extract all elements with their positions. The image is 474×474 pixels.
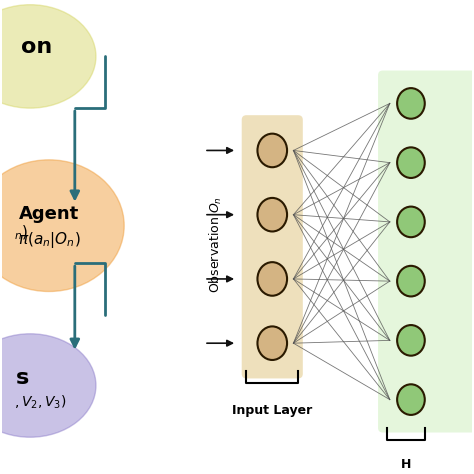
Text: H: H (401, 458, 411, 471)
Ellipse shape (0, 5, 96, 108)
Text: Observation $O_n$: Observation $O_n$ (208, 196, 224, 293)
Text: on: on (21, 37, 52, 57)
Text: s: s (16, 368, 29, 389)
Ellipse shape (257, 262, 287, 296)
FancyBboxPatch shape (378, 71, 474, 432)
Text: $\pi(a_n|O_n)$: $\pi(a_n|O_n)$ (18, 230, 80, 250)
Ellipse shape (397, 207, 425, 237)
Ellipse shape (0, 334, 96, 437)
Text: $_n)$: $_n)$ (14, 224, 27, 242)
Ellipse shape (257, 327, 287, 360)
Ellipse shape (397, 88, 425, 118)
Ellipse shape (397, 266, 425, 296)
Ellipse shape (397, 325, 425, 356)
Ellipse shape (257, 198, 287, 231)
Text: Input Layer: Input Layer (232, 404, 312, 417)
FancyBboxPatch shape (242, 115, 303, 378)
Ellipse shape (397, 384, 425, 415)
Ellipse shape (257, 134, 287, 167)
Ellipse shape (0, 160, 124, 292)
Ellipse shape (397, 147, 425, 178)
Text: Agent: Agent (19, 205, 79, 223)
Text: $, V_2, V_3)$: $, V_2, V_3)$ (14, 393, 66, 410)
